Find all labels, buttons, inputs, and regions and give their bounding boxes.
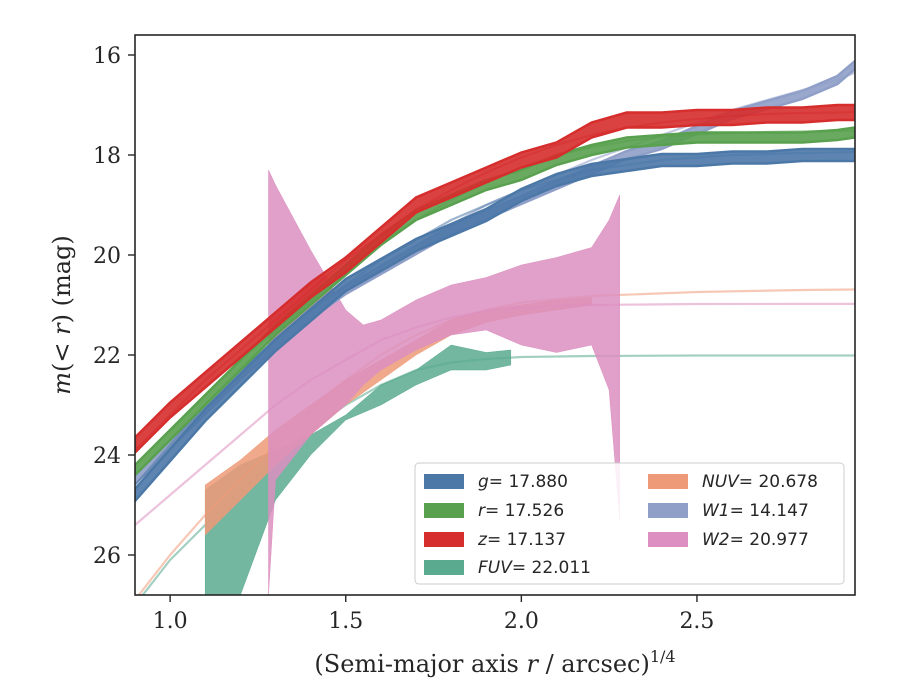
y-axis: 16 18 20 22 24 26 bbox=[93, 44, 135, 569]
legend-entry-g: g= 17.880 bbox=[478, 472, 568, 492]
x-axis: 1.0 1.5 2.0 2.5 bbox=[153, 595, 714, 634]
y-tick-label: 26 bbox=[93, 544, 121, 569]
legend-swatch-z bbox=[424, 532, 464, 547]
x-tick-label: 2.5 bbox=[679, 609, 714, 634]
legend-entry-r: r= 17.526 bbox=[478, 501, 564, 521]
legend-swatch-g bbox=[424, 474, 464, 489]
legend-swatch-r bbox=[424, 503, 464, 518]
y-axis-title: m(< r) (mag) bbox=[48, 235, 76, 395]
x-tick-label: 2.0 bbox=[504, 609, 539, 634]
axes-frame bbox=[134, 34, 856, 596]
legend-entry-w1: W1= 14.147 bbox=[702, 501, 809, 521]
legend-swatch-w2 bbox=[648, 532, 688, 547]
x-axis-title: (Semi-major axis r / arcsec)1/4 bbox=[314, 647, 675, 678]
plot-area bbox=[135, 59, 855, 595]
legend-swatch-fuv bbox=[424, 560, 464, 575]
legend-swatch-w1 bbox=[648, 503, 688, 518]
y-tick-label: 24 bbox=[93, 444, 121, 469]
y-tick-label: 20 bbox=[93, 244, 121, 269]
y-tick-label: 16 bbox=[93, 44, 121, 69]
x-tick-label: 1.0 bbox=[153, 609, 188, 634]
y-tick-label: 18 bbox=[93, 144, 121, 169]
legend-entry-nuv: NUV= 20.678 bbox=[702, 472, 818, 492]
legend-entry-fuv: FUV= 22.011 bbox=[478, 558, 591, 578]
series-band-z bbox=[135, 103, 855, 455]
x-tick-label: 1.5 bbox=[328, 609, 363, 634]
legend: g= 17.880 r= 17.526 z= 17.137 FUV= 22.01… bbox=[414, 462, 845, 585]
legend-swatch-nuv bbox=[648, 474, 688, 489]
y-tick-label: 22 bbox=[93, 344, 121, 369]
legend-box bbox=[414, 462, 845, 585]
series-band-g bbox=[135, 147, 855, 503]
legend-entry-z: z= 17.137 bbox=[477, 530, 566, 550]
legend-entry-w2: W2= 20.977 bbox=[702, 530, 809, 550]
